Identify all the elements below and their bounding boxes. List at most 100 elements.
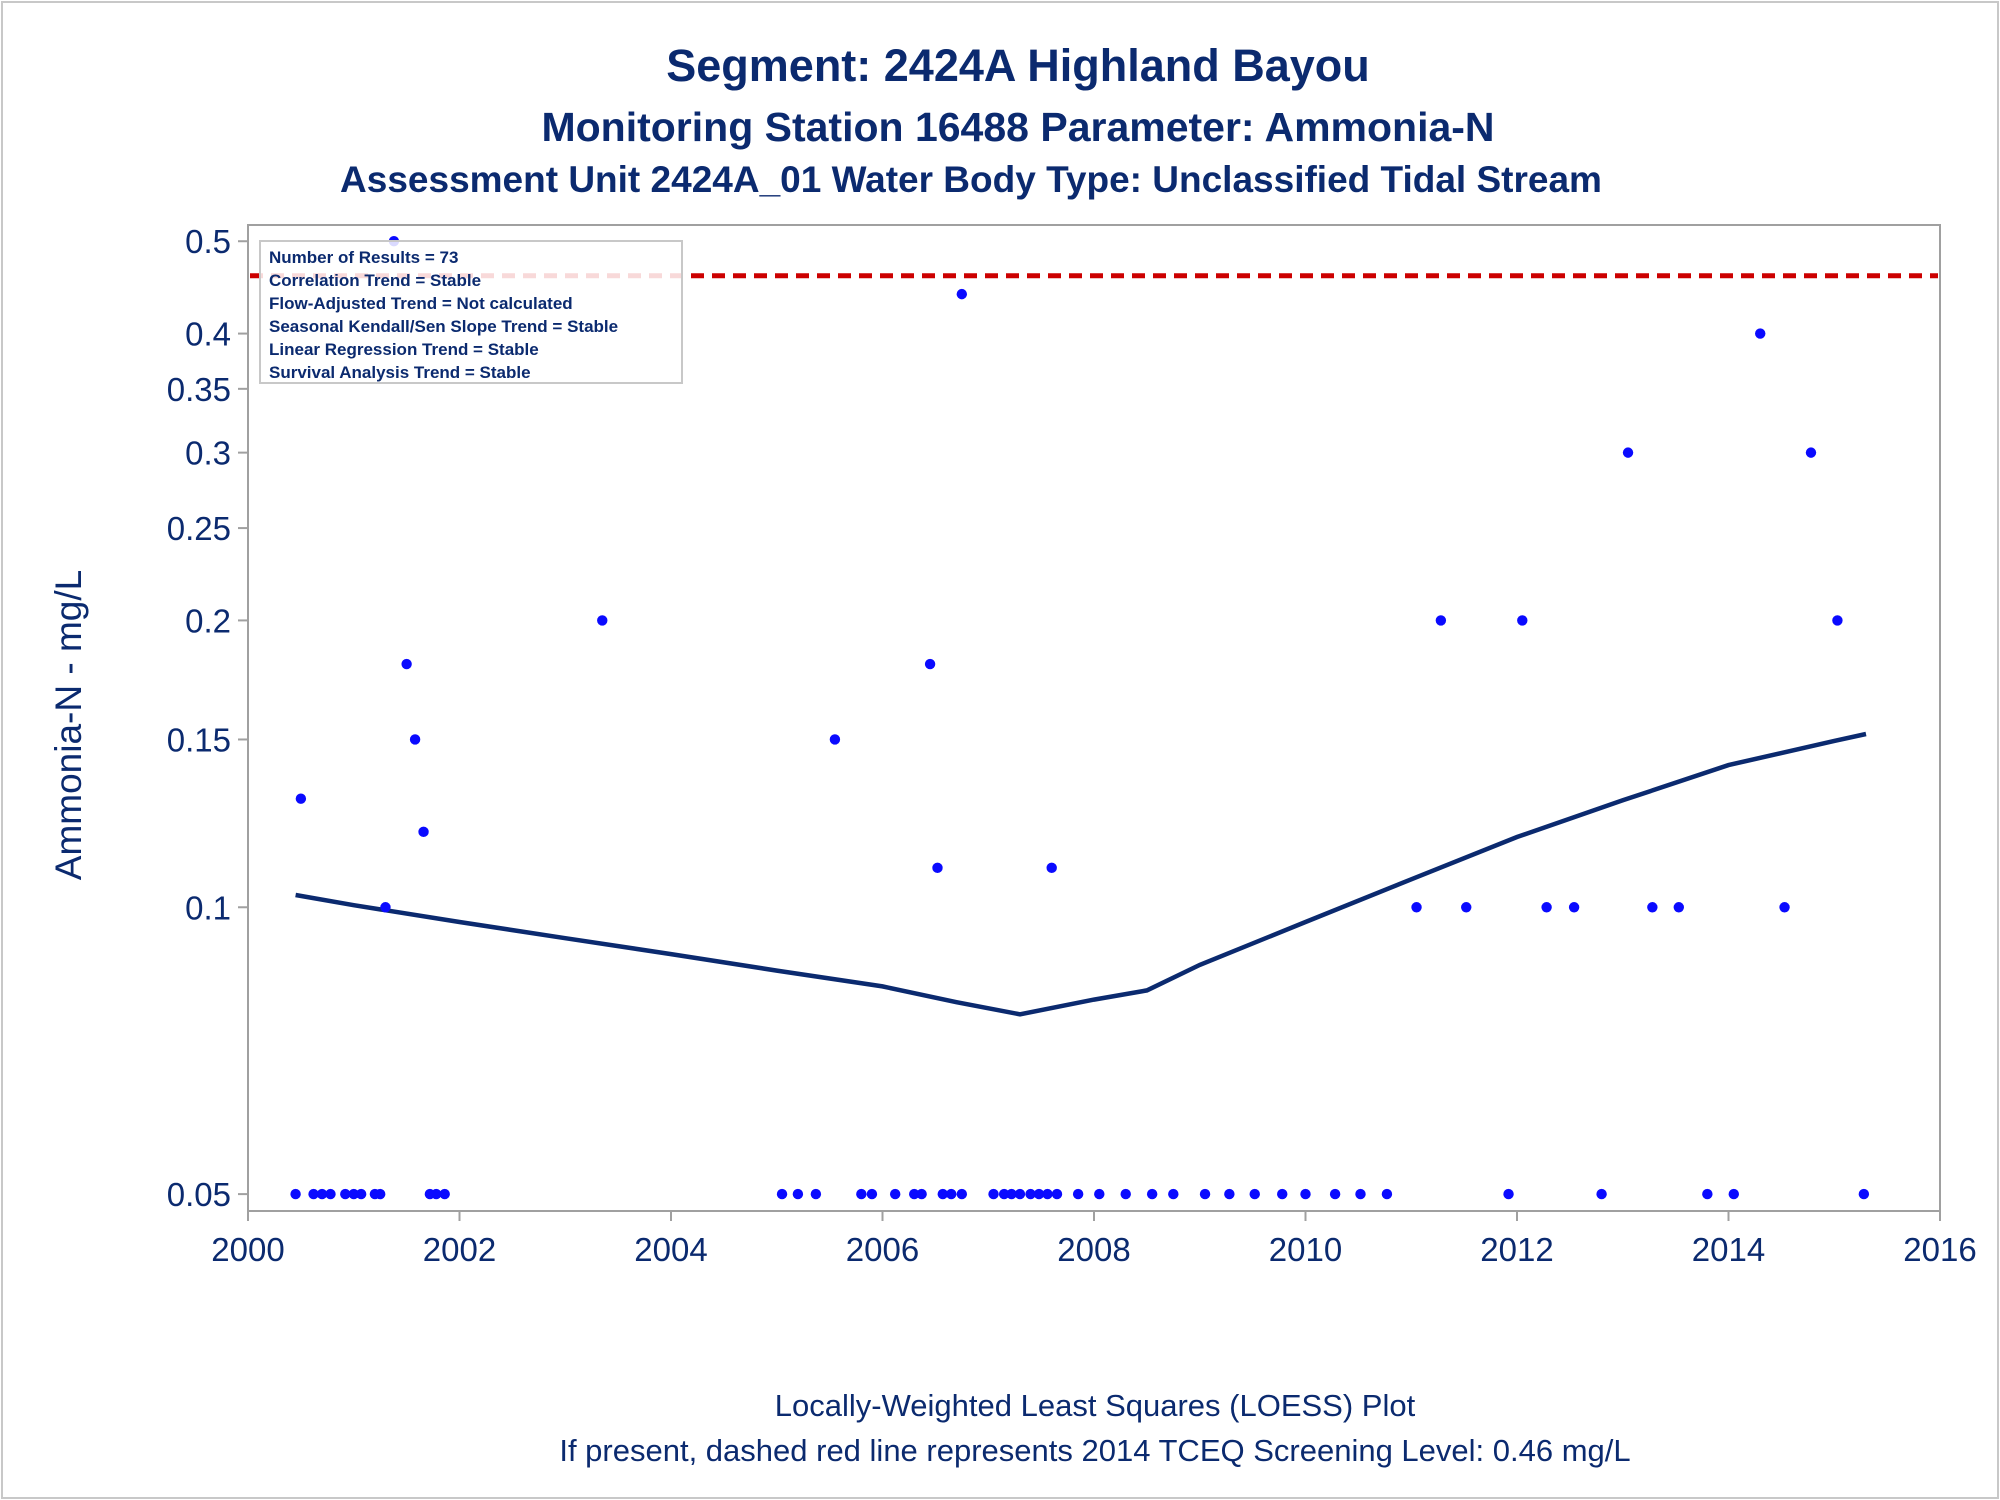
data-point bbox=[909, 1188, 920, 1200]
data-point bbox=[1199, 1188, 1211, 1200]
data-point bbox=[1072, 1188, 1084, 1200]
data-point bbox=[1517, 615, 1528, 626]
stats-line: Number of Results = 73 bbox=[269, 248, 458, 267]
data-point bbox=[439, 1188, 450, 1200]
data-point bbox=[889, 1188, 901, 1200]
data-point bbox=[946, 1188, 957, 1200]
data-point bbox=[1025, 1188, 1036, 1200]
data-point bbox=[316, 1188, 328, 1200]
data-point bbox=[1568, 902, 1580, 913]
data-point bbox=[308, 1188, 319, 1200]
x-tick-label: 2008 bbox=[1057, 1231, 1130, 1268]
chart-title: Segment: 2424A Highland Bayou bbox=[666, 40, 1369, 91]
data-point bbox=[1042, 1188, 1053, 1200]
y-tick-label: 0.35 bbox=[167, 371, 231, 408]
data-point bbox=[340, 1188, 351, 1200]
data-point bbox=[937, 1188, 948, 1200]
data-point bbox=[1461, 902, 1472, 913]
y-tick-label: 0.2 bbox=[185, 602, 231, 639]
data-point bbox=[1300, 1188, 1311, 1200]
data-point bbox=[792, 1188, 804, 1200]
y-tick-label: 0.25 bbox=[167, 510, 231, 547]
data-point bbox=[1779, 902, 1790, 913]
data-point bbox=[597, 615, 608, 626]
data-point bbox=[325, 1188, 336, 1200]
data-point bbox=[1805, 447, 1817, 458]
data-point bbox=[1146, 1188, 1158, 1200]
data-point bbox=[355, 1188, 367, 1200]
data-point bbox=[1858, 1188, 1870, 1200]
x-tick-label: 2012 bbox=[1480, 1231, 1553, 1268]
y-tick-label: 0.15 bbox=[167, 721, 231, 758]
data-point bbox=[866, 1188, 878, 1200]
data-point bbox=[916, 1188, 927, 1200]
data-point bbox=[1702, 1188, 1713, 1200]
y-tick-label: 0.1 bbox=[185, 889, 231, 926]
data-point bbox=[1277, 1188, 1288, 1200]
stats-box-border bbox=[259, 240, 683, 384]
chart-subtitle: Monitoring Station 16488 Parameter: Ammo… bbox=[541, 104, 1494, 150]
data-point bbox=[1381, 1188, 1393, 1200]
stats-line: Correlation Trend = Stable bbox=[269, 271, 481, 290]
data-point bbox=[932, 862, 943, 874]
data-point bbox=[1046, 862, 1057, 874]
y-axis-label: Ammonia-N - mg/L bbox=[48, 570, 89, 880]
x-tick-label: 2016 bbox=[1903, 1231, 1976, 1268]
y-tick-label: 0.05 bbox=[167, 1176, 231, 1213]
data-point bbox=[1832, 615, 1843, 626]
x-axis-ticks: 2000 2002 2004 2006 2008 2010 2012 2014 2016 bbox=[211, 1211, 1977, 1268]
chart-subtitle-2: Assessment Unit 2424A_01 Water Body Type… bbox=[340, 159, 1602, 200]
data-point bbox=[348, 1188, 359, 1200]
stats-line: Seasonal Kendall/Sen Slope Trend = Stabl… bbox=[269, 317, 618, 336]
data-point bbox=[1033, 1188, 1045, 1200]
footnote-loess: Locally-Weighted Least Squares (LOESS) P… bbox=[775, 1388, 1416, 1423]
data-points bbox=[290, 236, 1870, 1200]
data-point bbox=[1249, 1188, 1260, 1200]
data-point bbox=[1014, 1188, 1026, 1200]
trend-stats-box: Number of Results = 73 Correlation Trend… bbox=[259, 240, 683, 384]
data-point bbox=[1728, 1188, 1739, 1200]
y-tick-label: 0.4 bbox=[185, 316, 231, 353]
footnote-screening: If present, dashed red line represents 2… bbox=[559, 1433, 1630, 1468]
x-tick-label: 2010 bbox=[1269, 1231, 1342, 1268]
data-point bbox=[1673, 902, 1684, 913]
stats-line: Linear Regression Trend = Stable bbox=[269, 340, 539, 359]
data-point bbox=[1411, 902, 1422, 913]
data-point bbox=[418, 826, 429, 838]
data-point bbox=[776, 1188, 788, 1200]
y-tick-label: 0.3 bbox=[185, 435, 231, 472]
data-point bbox=[856, 1188, 867, 1200]
data-point bbox=[1094, 1188, 1105, 1200]
x-tick-label: 2002 bbox=[423, 1231, 496, 1268]
data-point bbox=[1355, 1188, 1366, 1200]
stats-line: Flow-Adjusted Trend = Not calculated bbox=[269, 294, 573, 313]
data-point bbox=[1006, 1188, 1017, 1200]
x-tick-label: 2006 bbox=[846, 1231, 919, 1268]
data-point bbox=[998, 1188, 1010, 1200]
data-point bbox=[1224, 1188, 1235, 1200]
stats-line: Survival Analysis Trend = Stable bbox=[269, 363, 531, 382]
data-point bbox=[401, 658, 412, 670]
data-point bbox=[374, 1188, 386, 1200]
data-point bbox=[290, 1188, 301, 1200]
data-point bbox=[1647, 902, 1658, 913]
data-point bbox=[1596, 1188, 1607, 1200]
x-tick-label: 2014 bbox=[1692, 1231, 1765, 1268]
loess-curve bbox=[295, 731, 1867, 1017]
data-point bbox=[988, 1188, 999, 1200]
x-tick-label: 2000 bbox=[211, 1231, 284, 1268]
data-point bbox=[1120, 1188, 1131, 1200]
data-point bbox=[956, 1188, 968, 1200]
data-point bbox=[810, 1188, 822, 1200]
data-point bbox=[1622, 447, 1634, 458]
data-point bbox=[1755, 328, 1766, 339]
data-point bbox=[1541, 902, 1552, 913]
data-point bbox=[409, 734, 421, 745]
data-point bbox=[829, 734, 841, 745]
data-point bbox=[1503, 1188, 1514, 1200]
y-tick-label: 0.5 bbox=[185, 223, 231, 260]
data-point bbox=[1051, 1188, 1063, 1200]
data-point bbox=[431, 1188, 442, 1200]
data-point bbox=[1168, 1188, 1179, 1200]
